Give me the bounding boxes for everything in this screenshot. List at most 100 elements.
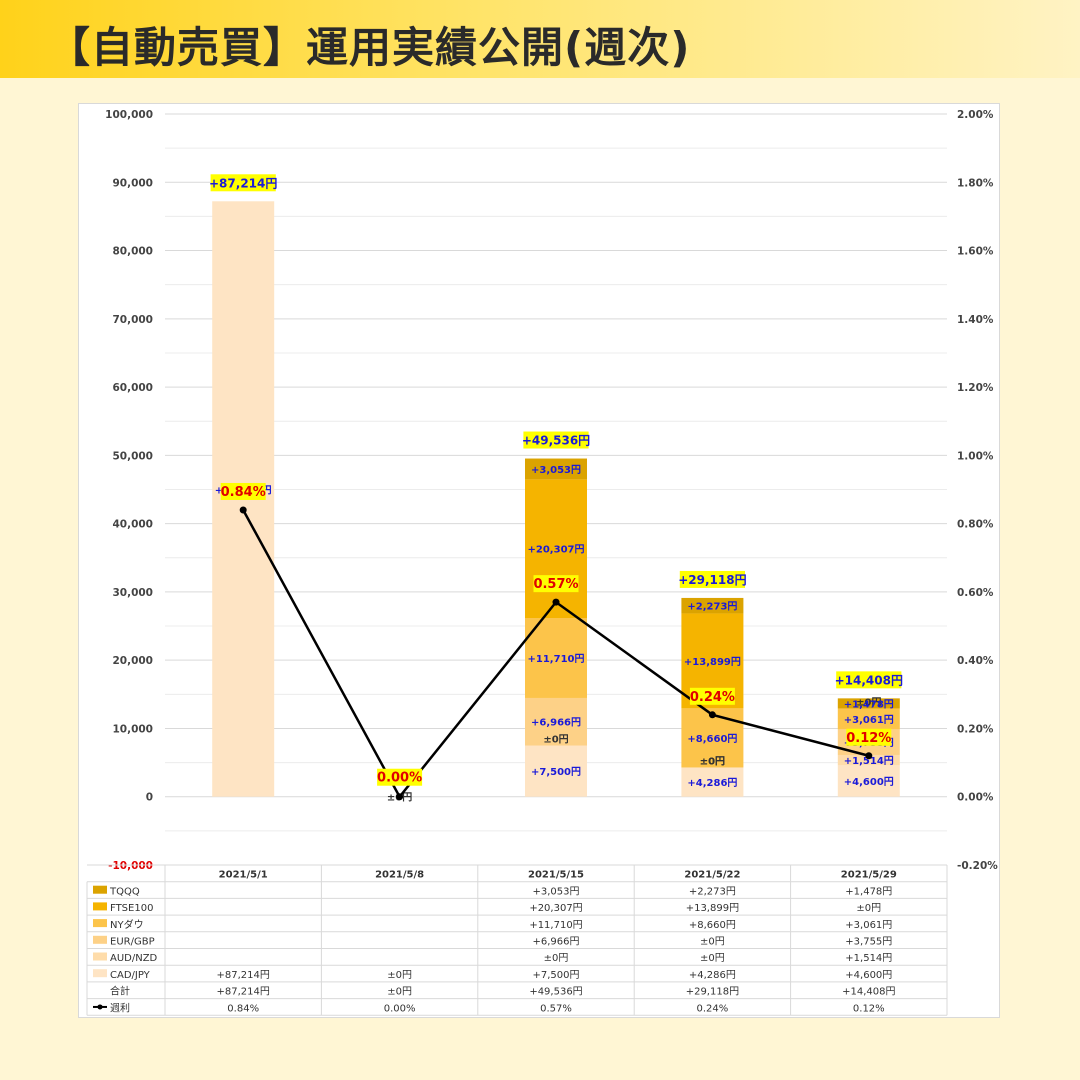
segment-data-label: ±0円 — [700, 755, 725, 767]
legend-label: CAD/JPY — [110, 970, 151, 981]
y2-tick-label: 1.00% — [957, 450, 994, 462]
table-cell: +49,536円 — [529, 987, 582, 998]
header-banner: 【自動売買】運用実績公開(週次) — [0, 0, 1080, 78]
segment-data-label: +4,600円 — [844, 776, 894, 788]
table-cell: ±0円 — [544, 953, 569, 964]
legend-swatch — [93, 885, 107, 894]
total-data-label: +29,118円 — [678, 573, 746, 587]
table-cell: +4,600円 — [845, 970, 892, 981]
y2-tick-label: 0.20% — [957, 723, 994, 735]
weekly-return-point — [396, 793, 404, 801]
weekly-return-point — [239, 506, 247, 514]
table-cell: +1,478円 — [845, 886, 892, 897]
page-title: 【自動売買】運用実績公開(週次) — [48, 23, 691, 72]
table-cell: +87,214円 — [217, 970, 270, 981]
table-cell: +13,899円 — [686, 903, 739, 914]
total-data-label: +14,408円 — [835, 673, 903, 687]
y2-tick-label: 0.60% — [957, 587, 994, 599]
percent-data-label: 0.57% — [533, 577, 578, 592]
segment-data-label: +11,710円 — [528, 653, 585, 665]
table-cell: +3,755円 — [845, 937, 892, 948]
bar-segment-tqqq — [681, 597, 744, 614]
bar-segment-ny- — [525, 618, 587, 698]
table-cell: 0.00% — [384, 1003, 416, 1014]
percent-label-bg — [533, 575, 579, 593]
legend-label: AUD/NZD — [110, 953, 158, 964]
segment-data-label: +8,660円 — [687, 733, 737, 745]
table-cell: ±0円 — [700, 953, 725, 964]
table-cell: +11,710円 — [529, 920, 582, 931]
legend-label: NYダウ — [110, 918, 144, 931]
y2-tick-label: 1.40% — [957, 314, 994, 326]
bar-segment-ny- — [837, 708, 900, 730]
legend-swatch — [93, 902, 107, 911]
segment-data-label: ±0円 — [543, 734, 568, 746]
combo-chart: 100,000 90,000 80,000 70,000 60,000 50,000 40,… — [86, 109, 998, 1016]
y-tick-label: 80,000 — [112, 246, 153, 258]
segment-data-label: ±0円 — [856, 696, 881, 708]
table-cell: +14,408円 — [842, 987, 895, 998]
y-tick-label: 100,000 — [105, 109, 153, 121]
segment-data-label: +3,061円 — [844, 714, 894, 726]
bar-segment-eur-gbp — [525, 697, 587, 746]
total-data-label: +49,536円 — [522, 434, 590, 448]
table-cell: +29,118円 — [686, 987, 739, 998]
segment-data-label: +13,899円 — [684, 656, 741, 668]
chart-panel: 100,000 90,000 80,000 70,000 60,000 50,000 40,… — [78, 103, 1000, 1018]
legend-label: EUR/GBP — [110, 937, 155, 948]
segment-data-label: +2,273円 — [687, 601, 737, 613]
table-cell: 0.24% — [697, 1003, 729, 1014]
legend-label: FTSE100 — [110, 903, 153, 914]
legend-label: 週利 — [110, 1002, 130, 1014]
y-tick-label: 30,000 — [112, 587, 153, 599]
bar-segment-tqqq — [837, 698, 900, 709]
segment-data-label: ±0円 — [700, 755, 725, 767]
legend-line-marker — [97, 1004, 103, 1010]
total-label-bg — [679, 570, 745, 588]
table-cell: ±0円 — [387, 970, 412, 981]
weekly-return-point — [865, 752, 873, 760]
table-cell: +3,053円 — [532, 886, 579, 897]
table-cell: ±0円 — [700, 937, 725, 948]
table-cell: ±0円 — [856, 903, 881, 914]
table-cell: +3,061円 — [845, 920, 892, 931]
legend-swatch — [93, 952, 107, 961]
table-cell: +2,273円 — [689, 886, 736, 897]
segment-data-label: +3,053円 — [531, 464, 581, 476]
table-cell: +87,214円 — [217, 987, 270, 998]
percent-data-label: 0.84% — [221, 485, 266, 500]
percent-label-bg — [689, 687, 735, 705]
total-data-label: +87,214円 — [209, 176, 277, 190]
percent-label-bg — [377, 768, 423, 786]
table-cell: +20,307円 — [529, 903, 582, 914]
x-category-label: 2021/5/22 — [684, 870, 740, 881]
y-tick-label: 60,000 — [112, 382, 153, 394]
total-label-bg — [210, 174, 276, 192]
y2-tick-label: 2.00% — [957, 109, 994, 121]
table-cell: 0.84% — [227, 1003, 259, 1014]
legend-swatch — [93, 935, 107, 944]
y2-tick-label: 0.80% — [957, 519, 994, 531]
total-label-bg — [836, 671, 902, 689]
y-tick-label: 50,000 — [112, 450, 153, 462]
segment-data-label: +1,478円 — [844, 698, 894, 710]
total-label-bg — [523, 431, 589, 449]
percent-data-label: 0.12% — [846, 731, 891, 746]
y-tick-label: 10,000 — [112, 723, 153, 735]
y-tick-label: 90,000 — [112, 177, 153, 189]
y2-tick-label: 1.20% — [957, 382, 994, 394]
table-cell: +8,660円 — [689, 920, 736, 931]
segment-data-label: +4,286円 — [687, 777, 737, 789]
percent-data-label: 0.00% — [377, 771, 422, 786]
percent-data-label: 0.24% — [690, 690, 735, 705]
segment-data-label: +20,307円 — [528, 544, 585, 556]
table-cell: 0.57% — [540, 1003, 572, 1014]
y-tick-label: 0 — [146, 792, 153, 804]
bar-segment-cad-jpy — [837, 765, 900, 797]
weekly-return-point — [552, 598, 560, 606]
table-cell: +1,514円 — [845, 953, 892, 964]
table-cell: ±0円 — [387, 987, 412, 998]
legend-swatch — [93, 919, 107, 928]
percent-label-bg — [846, 728, 892, 746]
y-tick-label: -10,000 — [108, 860, 153, 872]
